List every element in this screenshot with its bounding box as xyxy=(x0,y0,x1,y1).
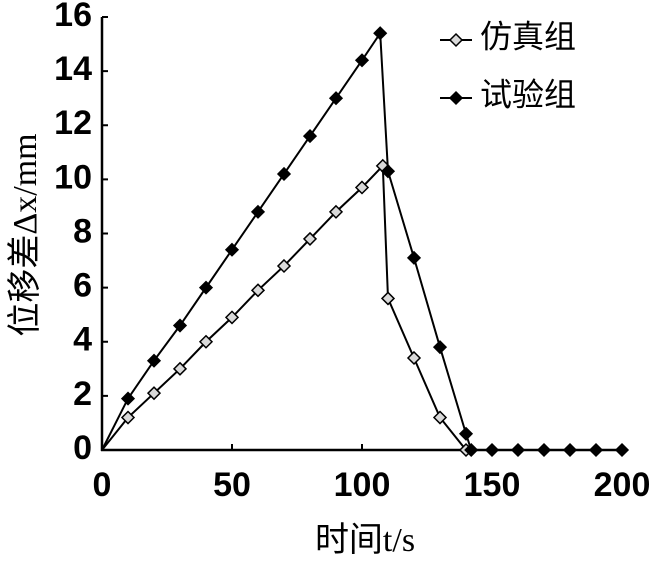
data-point xyxy=(120,391,136,406)
data-point xyxy=(302,231,318,246)
y-tick-label: 4 xyxy=(73,321,92,359)
legend-label: 试验组 xyxy=(480,76,576,112)
data-point xyxy=(276,258,292,274)
x-tick-label: 100 xyxy=(334,466,391,504)
y-tick-label: 2 xyxy=(73,375,92,413)
data-point xyxy=(614,442,630,458)
data-point xyxy=(224,242,240,257)
data-point xyxy=(432,340,448,355)
data-point xyxy=(510,442,526,458)
legend-marker xyxy=(448,90,464,106)
data-point xyxy=(484,442,500,458)
data-point xyxy=(198,280,214,295)
y-tick-label: 16 xyxy=(54,0,92,34)
data-point xyxy=(250,283,266,298)
data-point xyxy=(373,26,388,41)
x-tick-label: 150 xyxy=(464,466,521,504)
data-point xyxy=(172,318,188,333)
data-point xyxy=(276,166,292,182)
data-point xyxy=(328,91,344,106)
data-point xyxy=(464,442,479,458)
y-tick-label: 12 xyxy=(54,104,92,142)
data-point xyxy=(302,129,318,144)
y-tick-label: 8 xyxy=(73,212,92,250)
x-tick-label: 200 xyxy=(594,466,651,504)
x-tick-label: 50 xyxy=(213,466,251,504)
data-point xyxy=(198,334,214,349)
data-point xyxy=(432,410,448,425)
data-point xyxy=(406,350,422,366)
data-point xyxy=(354,180,370,195)
y-tick-label: 6 xyxy=(73,267,92,305)
data-point xyxy=(146,386,162,401)
data-point xyxy=(120,410,136,425)
legend-marker xyxy=(448,32,464,48)
data-point xyxy=(250,204,266,219)
data-point xyxy=(224,310,240,325)
data-point xyxy=(406,250,422,265)
data-point xyxy=(172,361,188,376)
data-point xyxy=(536,442,552,458)
data-point xyxy=(588,442,604,458)
series-line xyxy=(101,163,467,451)
x-tick-label: 0 xyxy=(93,466,112,504)
data-point xyxy=(146,353,162,368)
y-tick-label: 0 xyxy=(73,429,92,467)
data-point xyxy=(562,442,578,458)
data-point xyxy=(380,164,396,179)
y-axis-label: 位移差Δx/mm xyxy=(6,133,44,336)
y-tick-label: 10 xyxy=(54,158,92,196)
data-point xyxy=(354,53,370,68)
data-point xyxy=(458,426,474,441)
data-point xyxy=(328,204,344,219)
data-point xyxy=(380,291,396,306)
y-tick-label: 14 xyxy=(54,50,92,88)
x-axis-label: 时间t/s xyxy=(315,522,415,559)
legend-label: 仿真组 xyxy=(480,18,576,54)
